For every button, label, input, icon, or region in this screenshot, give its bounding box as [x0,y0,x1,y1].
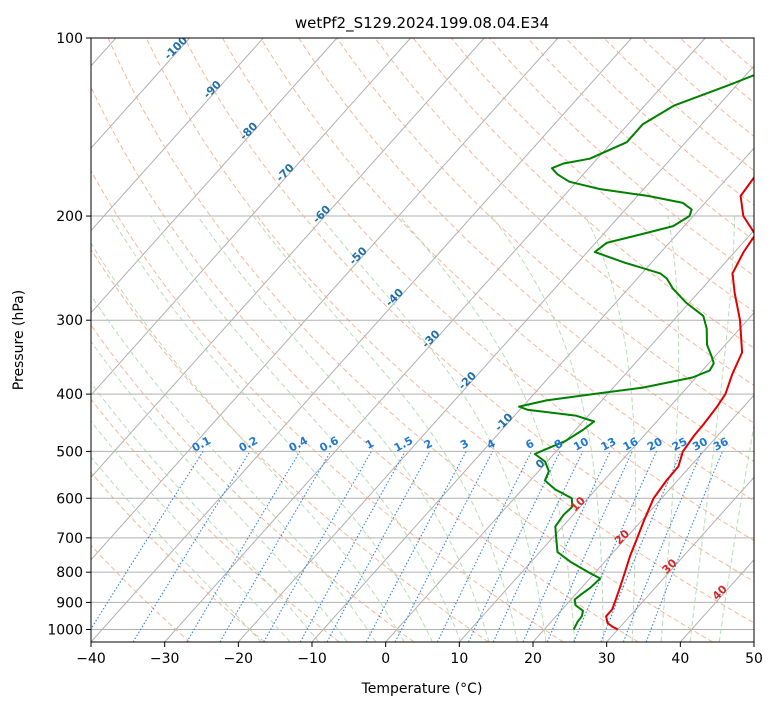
sounding-series [518,74,754,631]
dry-adiabat-line [374,38,754,386]
plot-background [91,38,754,642]
mixing-ratio-label: 13 [599,435,619,454]
y-axis-label: Pressure (hPa) [11,290,27,390]
mixing-ratio-line [365,451,467,642]
mixing-ratio-line [326,451,431,642]
moist-adiabat-line [91,340,348,642]
x-tick-label: 50 [745,651,763,667]
dry-adiabat-line [336,38,754,424]
isotherm-line [164,38,706,642]
x-tick-label: −10 [297,651,327,667]
y-tick-label: 900 [56,595,83,611]
isotherm-line [91,38,559,561]
dry-adiabat-line [91,324,415,642]
y-tick-label: 200 [56,209,83,225]
mixing-ratio-line [132,451,251,642]
mixing-ratio-line [263,451,372,642]
isotherm-line [237,65,754,642]
moist-adiabat-line [491,215,604,642]
mixing-ratio-line [91,451,204,630]
isotherm-line [91,38,264,232]
mixing-ratio-line [436,451,533,642]
moist-adiabat-line [585,215,637,642]
moist-adiabat-line [660,215,680,642]
moist-adiabat-line [689,215,736,642]
moist-adiabat-line [253,215,518,642]
dry-adiabat-line [91,471,265,642]
moist-adiabat-line [91,242,405,642]
dry-adiabat-line [183,38,754,582]
isotherm-line [91,38,411,396]
axes-ticks: −40 −30 −20 −10 0 10 20 30 40 50 100 200 300 400 500 60… [47,31,763,667]
mixing-ratio-line [645,451,724,642]
mixing-ratio-lines [91,451,724,642]
dry-adiabat-line [107,38,713,642]
mixing-ratio-line [573,451,658,642]
dry-adiabats [91,38,754,642]
y-tick-label: 800 [56,565,83,581]
moist-adiabat-line [109,215,433,642]
x-axis-label: Temperature (°C) [361,681,483,697]
mixing-ratio-line [622,451,703,642]
y-tick-label: 300 [56,313,83,329]
isotherm-line [91,38,485,479]
isotherm-line [91,38,632,642]
x-tick-label: 30 [598,651,616,667]
moist-adiabat-line [91,294,377,642]
moist-adiabat-line [91,382,320,642]
isotherm-line [91,38,190,149]
x-tick-label: −40 [76,651,106,667]
mixing-ratio-line [394,451,494,642]
isotherm-line [91,38,338,314]
dry-adiabat-line [91,248,489,642]
dry-adiabat-line [91,398,340,642]
x-tick-label: 20 [524,651,542,667]
chart-title: wetPf2_S129.2024.199.08.04.E34 [295,14,549,33]
mixing-ratio-label: 30 [690,435,710,454]
mixing-ratio-line [600,451,682,642]
isotherm-line [385,229,754,642]
dry-adiabat-line [91,169,564,642]
x-tick-label: 0 [381,651,390,667]
dry-adiabat-line [145,38,754,624]
mixing-ratio-label: 25 [670,435,690,454]
moist-adiabat-line [319,215,547,642]
y-tick-label: 400 [56,387,83,403]
moist-adiabat-line [150,215,462,642]
isotherm-line [532,394,754,642]
isotherm-line [458,312,754,642]
y-tick-label: 600 [56,491,83,507]
x-tick-label: 40 [671,651,689,667]
y-tick-label: 1000 [47,622,83,638]
x-tick-label: −30 [150,651,180,667]
moist-adiabat-line [399,215,576,642]
moist-adiabat-line [91,420,291,642]
y-tick-label: 500 [56,444,83,460]
y-tick-label: 100 [56,31,83,47]
mixing-ratio-line [299,451,406,642]
mixing-ratio-line [467,451,561,642]
x-tick-label: −20 [224,651,254,667]
dry-adiabat-line [260,38,754,502]
isotherm-line [753,641,754,642]
moist-adiabat-line [197,215,490,642]
mixing-ratio-label: 20 [645,435,665,454]
mixing-ratio-line [492,451,584,642]
x-tick-label: 10 [450,651,468,667]
plot-frame [90,37,755,643]
moist-adiabat-line [91,456,262,642]
mixing-ratio-line [546,451,633,642]
isotherms [91,38,754,642]
temperature-profile-line [605,175,754,631]
isotherm-line [606,476,754,642]
mixing-ratio-label: 16 [621,435,641,454]
mixing-ratio-label: 36 [711,435,731,454]
mixing-ratio-line [522,451,611,642]
dewpoint-profile-line [518,74,754,630]
moist-adiabats [91,215,754,642]
mixing-ratio-label: 10 [571,435,591,454]
dry-adiabat-line [222,38,754,542]
y-tick-label: 700 [56,531,83,547]
